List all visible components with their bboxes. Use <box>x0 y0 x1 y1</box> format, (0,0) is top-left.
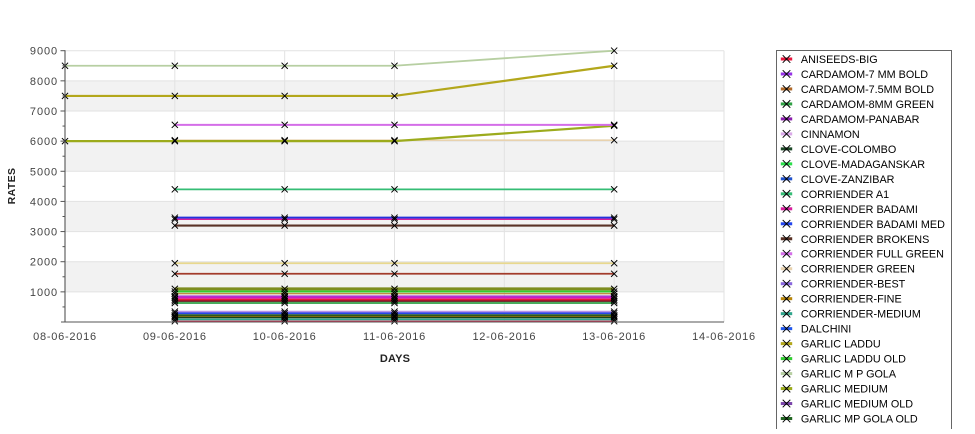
svg-text:GARLIC LADDU OLD: GARLIC LADDU OLD <box>801 354 906 366</box>
svg-text:CARDAMOM-7 MM BOLD: CARDAMOM-7 MM BOLD <box>801 69 928 81</box>
svg-text:DALCHINI: DALCHINI <box>801 324 851 336</box>
svg-text:12-06-2016: 12-06-2016 <box>472 331 536 343</box>
svg-text:5000: 5000 <box>30 166 58 178</box>
svg-text:CARDAMOM-8MM GREEN: CARDAMOM-8MM GREEN <box>801 99 934 111</box>
svg-text:CARDAMOM-7.5MM BOLD: CARDAMOM-7.5MM BOLD <box>801 84 934 96</box>
svg-text:9000: 9000 <box>30 46 58 58</box>
svg-text:CLOVE-ZANZIBAR: CLOVE-ZANZIBAR <box>801 174 895 186</box>
svg-text:GARLIC MEDIUM OLD: GARLIC MEDIUM OLD <box>801 399 913 411</box>
svg-text:7000: 7000 <box>30 106 58 118</box>
svg-text:CLOVE-COLOMBO: CLOVE-COLOMBO <box>801 144 896 156</box>
svg-text:2000: 2000 <box>30 257 58 269</box>
svg-text:GARLIC MP GOLA OLD: GARLIC MP GOLA OLD <box>801 414 918 426</box>
svg-text:11-06-2016: 11-06-2016 <box>363 331 426 343</box>
svg-text:RATES: RATES <box>6 168 18 205</box>
svg-text:CORRIENDER FULL GREEN: CORRIENDER FULL GREEN <box>801 249 944 261</box>
svg-text:GARLIC M P GOLA: GARLIC M P GOLA <box>801 369 897 381</box>
svg-text:09-06-2016: 09-06-2016 <box>143 331 207 343</box>
svg-text:GARLIC MEDIUM: GARLIC MEDIUM <box>801 384 888 396</box>
svg-text:CORRIENDER BROKENS: CORRIENDER BROKENS <box>801 234 929 246</box>
svg-text:CORRIENDER BADAMI: CORRIENDER BADAMI <box>801 204 918 216</box>
svg-text:08-06-2016: 08-06-2016 <box>33 331 97 343</box>
svg-text:3000: 3000 <box>30 227 58 239</box>
svg-text:8000: 8000 <box>30 76 58 88</box>
svg-text:1000: 1000 <box>30 287 58 299</box>
svg-text:6000: 6000 <box>30 136 58 148</box>
svg-text:CLOVE-MADAGANSKAR: CLOVE-MADAGANSKAR <box>801 159 925 171</box>
svg-text:CORRIENDER-MEDIUM: CORRIENDER-MEDIUM <box>801 309 921 321</box>
svg-text:GARLIC LADDU: GARLIC LADDU <box>801 339 881 351</box>
svg-text:CORRIENDER-BEST: CORRIENDER-BEST <box>801 279 906 291</box>
svg-text:13-06-2016: 13-06-2016 <box>582 331 646 343</box>
svg-text:14-06-2016: 14-06-2016 <box>692 331 756 343</box>
svg-text:CINNAMON: CINNAMON <box>801 129 860 141</box>
svg-text:CORRIENDER-FINE: CORRIENDER-FINE <box>801 294 902 306</box>
svg-text:CORRIENDER GREEN: CORRIENDER GREEN <box>801 264 915 276</box>
svg-text:CARDAMOM-PANABAR: CARDAMOM-PANABAR <box>801 114 920 126</box>
svg-text:10-06-2016: 10-06-2016 <box>253 331 317 343</box>
svg-text:ANISEEDS-BIG: ANISEEDS-BIG <box>801 54 878 66</box>
svg-text:4000: 4000 <box>30 196 58 208</box>
svg-text:CORRIENDER BADAMI MED: CORRIENDER BADAMI MED <box>801 219 945 231</box>
svg-text:CORRIENDER A1: CORRIENDER A1 <box>801 189 889 201</box>
svg-text:DAYS: DAYS <box>380 353 410 365</box>
